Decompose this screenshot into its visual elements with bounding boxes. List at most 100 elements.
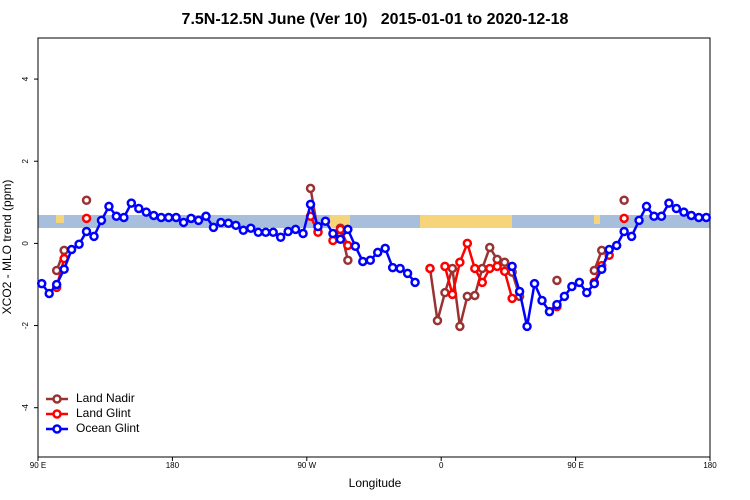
point bbox=[96, 215, 107, 226]
y-tick-label: 2 bbox=[21, 158, 30, 163]
point bbox=[656, 211, 667, 222]
legend-label: Land Glint bbox=[76, 406, 131, 420]
point bbox=[470, 263, 480, 274]
land-patch bbox=[330, 215, 350, 228]
x-tick-label: 180 bbox=[703, 461, 717, 470]
point bbox=[701, 212, 712, 223]
point bbox=[74, 239, 84, 249]
point bbox=[619, 213, 629, 224]
point bbox=[246, 223, 256, 233]
legend-marker bbox=[52, 409, 62, 419]
point bbox=[649, 211, 659, 222]
point bbox=[343, 224, 353, 235]
point bbox=[231, 220, 241, 231]
point bbox=[507, 293, 517, 304]
point bbox=[178, 217, 189, 228]
point bbox=[111, 211, 122, 222]
point bbox=[395, 263, 405, 274]
point bbox=[365, 255, 376, 265]
chart-title: 7.5N-12.5N June (Ver 10) 2015-01-01 to 2… bbox=[182, 11, 569, 28]
point bbox=[484, 263, 495, 274]
point bbox=[148, 210, 159, 221]
x-tick-label: 0 bbox=[439, 461, 444, 470]
point bbox=[126, 198, 137, 208]
point bbox=[358, 256, 368, 267]
point bbox=[604, 244, 614, 255]
point bbox=[335, 234, 346, 245]
point bbox=[313, 221, 323, 232]
point bbox=[141, 207, 152, 217]
point bbox=[440, 287, 450, 298]
point bbox=[425, 263, 435, 274]
point bbox=[462, 238, 473, 249]
x-tick-label: 90 E bbox=[567, 461, 583, 470]
point bbox=[51, 279, 62, 290]
point bbox=[290, 224, 301, 235]
point bbox=[552, 275, 562, 286]
point bbox=[537, 295, 547, 306]
point bbox=[193, 215, 204, 226]
point bbox=[328, 228, 338, 239]
point bbox=[372, 247, 383, 258]
legend-marker bbox=[52, 424, 62, 434]
point bbox=[462, 291, 473, 302]
point bbox=[611, 240, 622, 251]
point bbox=[499, 257, 510, 268]
y-axis-title: XCO2 - MLO trend (ppm) bbox=[0, 180, 14, 315]
point bbox=[664, 198, 674, 208]
point bbox=[410, 277, 420, 288]
point bbox=[529, 278, 540, 289]
point bbox=[320, 216, 331, 226]
point bbox=[268, 227, 278, 238]
point bbox=[679, 207, 689, 217]
point bbox=[59, 245, 69, 256]
y-tick-label: 0 bbox=[21, 241, 30, 246]
point bbox=[477, 263, 488, 274]
y-tick-label: -2 bbox=[21, 321, 30, 329]
ocean-strip bbox=[38, 215, 710, 228]
point bbox=[89, 231, 99, 242]
point bbox=[507, 261, 517, 272]
point bbox=[305, 199, 316, 210]
point bbox=[574, 277, 585, 288]
point bbox=[694, 212, 704, 223]
point bbox=[492, 261, 502, 272]
point bbox=[552, 299, 562, 310]
point bbox=[343, 255, 353, 265]
y-tick-label: 4 bbox=[21, 76, 30, 81]
point bbox=[387, 262, 398, 273]
point bbox=[447, 263, 458, 274]
point bbox=[283, 226, 293, 237]
point bbox=[216, 217, 226, 228]
point bbox=[350, 241, 361, 252]
legend-marker bbox=[52, 394, 62, 404]
land-patch bbox=[56, 215, 64, 223]
point bbox=[201, 211, 211, 222]
point bbox=[641, 201, 652, 212]
point bbox=[634, 215, 644, 226]
point bbox=[455, 321, 465, 332]
point bbox=[559, 291, 570, 302]
x-tick-label: 180 bbox=[166, 461, 180, 470]
point bbox=[402, 268, 413, 279]
x-tick-label: 90 E bbox=[30, 461, 46, 470]
point bbox=[81, 195, 92, 206]
surface-strip bbox=[38, 215, 710, 228]
point bbox=[470, 290, 480, 301]
point bbox=[440, 261, 450, 272]
point bbox=[432, 315, 443, 326]
point bbox=[238, 225, 249, 235]
point bbox=[36, 278, 47, 289]
point bbox=[66, 244, 77, 255]
point bbox=[305, 183, 316, 194]
point bbox=[171, 212, 181, 223]
point bbox=[253, 227, 264, 238]
legend-label: Land Nadir bbox=[76, 391, 135, 405]
point bbox=[619, 195, 629, 206]
point bbox=[477, 277, 488, 288]
x-axis-title: Longitude bbox=[349, 476, 402, 490]
point bbox=[567, 281, 577, 292]
point bbox=[484, 242, 495, 253]
point bbox=[589, 278, 600, 289]
